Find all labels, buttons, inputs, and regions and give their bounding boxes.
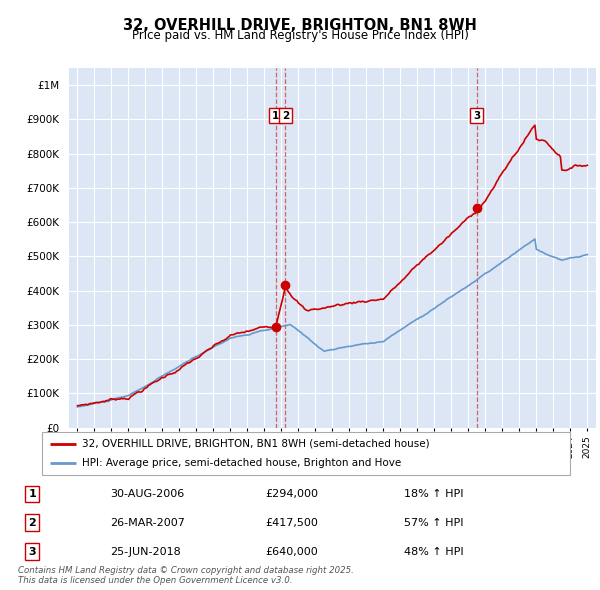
Text: 32, OVERHILL DRIVE, BRIGHTON, BN1 8WH: 32, OVERHILL DRIVE, BRIGHTON, BN1 8WH xyxy=(123,18,477,32)
Text: 2: 2 xyxy=(282,111,289,121)
Text: Price paid vs. HM Land Registry's House Price Index (HPI): Price paid vs. HM Land Registry's House … xyxy=(131,30,469,42)
Text: 32, OVERHILL DRIVE, BRIGHTON, BN1 8WH (semi-detached house): 32, OVERHILL DRIVE, BRIGHTON, BN1 8WH (s… xyxy=(82,439,429,449)
Text: HPI: Average price, semi-detached house, Brighton and Hove: HPI: Average price, semi-detached house,… xyxy=(82,458,401,468)
Text: 3: 3 xyxy=(28,546,36,556)
Text: 1: 1 xyxy=(28,489,36,499)
Text: 1: 1 xyxy=(272,111,279,121)
Text: 3: 3 xyxy=(473,111,480,121)
Text: £640,000: £640,000 xyxy=(265,546,318,556)
Text: £294,000: £294,000 xyxy=(265,489,319,499)
Text: 18% ↑ HPI: 18% ↑ HPI xyxy=(404,489,463,499)
Text: £417,500: £417,500 xyxy=(265,518,319,527)
Text: 26-MAR-2007: 26-MAR-2007 xyxy=(110,518,185,527)
Text: 25-JUN-2018: 25-JUN-2018 xyxy=(110,546,181,556)
Text: 2: 2 xyxy=(28,518,36,527)
Text: Contains HM Land Registry data © Crown copyright and database right 2025.
This d: Contains HM Land Registry data © Crown c… xyxy=(18,566,354,585)
Text: 48% ↑ HPI: 48% ↑ HPI xyxy=(404,546,463,556)
FancyBboxPatch shape xyxy=(42,432,570,475)
Text: 57% ↑ HPI: 57% ↑ HPI xyxy=(404,518,463,527)
Text: 30-AUG-2006: 30-AUG-2006 xyxy=(110,489,184,499)
